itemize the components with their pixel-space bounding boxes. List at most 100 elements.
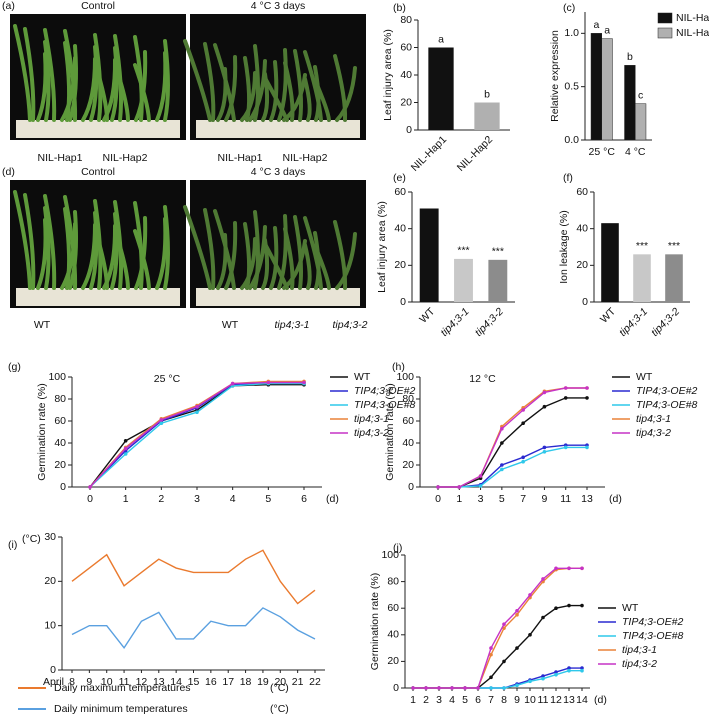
panel-label: (c): [563, 2, 575, 14]
annotation: a: [438, 33, 444, 45]
leaf: [333, 54, 348, 122]
y-tick-label: 1.0: [564, 27, 579, 39]
x-tick-label: tip4;3-1: [617, 306, 650, 339]
y-tick-label: 0.0: [564, 134, 579, 146]
x-tick-label: 10: [101, 676, 113, 688]
point: [457, 485, 462, 489]
panel-label: (a): [2, 0, 15, 12]
point: [521, 455, 525, 460]
legend-label: TIP4;3-OE#8: [354, 399, 415, 411]
leaf: [183, 205, 212, 290]
x-tick-label: 15: [188, 676, 200, 688]
point: [489, 686, 493, 690]
point: [500, 463, 504, 467]
series-line: [71, 549, 316, 605]
point: [515, 683, 519, 688]
point: [542, 404, 547, 409]
y-tick-label: 20: [44, 575, 56, 587]
y-tick-label: 60: [576, 186, 588, 198]
legend-label: NIL-Hap1: [676, 12, 709, 24]
panel-label: (f): [563, 172, 573, 184]
point: [515, 646, 519, 650]
leaf: [43, 40, 51, 122]
legend-label: NIL-Hap2: [676, 27, 709, 39]
chart-title: 12 °C: [469, 373, 496, 385]
y-tick-label: 40: [576, 222, 588, 234]
point: [563, 396, 568, 400]
y-tick-label: 80: [400, 14, 412, 26]
legend-label: TIP4;3-OE#2: [354, 385, 415, 397]
y-axis-label: Relative expression: [549, 30, 561, 122]
photo-label: NIL-Hap1: [218, 152, 263, 164]
leaf: [93, 227, 109, 290]
point: [585, 445, 589, 450]
x-tick-label: 8: [501, 694, 507, 706]
bar: [665, 254, 683, 302]
legend-label: WT: [354, 371, 371, 383]
leaf: [203, 42, 216, 122]
series-line: [438, 387, 587, 488]
point: [580, 603, 584, 608]
leaf: [240, 71, 257, 122]
legend-label: tip4;3-1: [622, 644, 657, 656]
leaf: [93, 61, 109, 122]
y-tick-label: 0: [408, 481, 414, 493]
photo-label: WT: [34, 319, 51, 331]
x-tick-label: 5: [265, 493, 271, 505]
legend-label: TIP4;3-OE#8: [636, 399, 697, 411]
x-tick-label: 22: [309, 676, 321, 688]
x-tick-label: tip4;3-2: [649, 305, 682, 338]
leaf: [23, 27, 36, 122]
panel-label: (j): [393, 542, 402, 554]
photo-title: 4 °C 3 days: [251, 0, 305, 12]
point: [476, 686, 480, 690]
leaf: [43, 194, 57, 290]
y-tick-label: 100: [381, 549, 399, 561]
y-tick-label: 60: [400, 41, 412, 53]
point: [159, 421, 164, 426]
point: [521, 408, 525, 412]
x-tick-label: 9: [542, 493, 548, 505]
y-tick-label: 80: [402, 393, 414, 405]
annotation: c: [638, 90, 643, 102]
bar: [454, 258, 473, 302]
x-tick-label: 9: [86, 676, 92, 688]
bar: [601, 223, 619, 302]
leaf: [224, 221, 238, 290]
leaf: [133, 229, 151, 290]
point: [266, 380, 271, 385]
x-tick-label: 5: [499, 493, 505, 505]
point: [554, 672, 558, 677]
annotation: b: [484, 88, 490, 100]
legend-label: tip4;3-2: [636, 427, 671, 439]
point: [478, 474, 483, 478]
x-tick-label: 4: [449, 694, 455, 706]
photo-label: tip4;3-2: [332, 319, 367, 331]
leaf: [240, 237, 257, 290]
bar: [624, 65, 636, 141]
y-axis-label: Germination rate (%): [36, 383, 48, 480]
point: [528, 633, 532, 637]
point: [580, 668, 584, 673]
y-axis-label: Germination rate (%): [369, 573, 381, 670]
x-unit: (d): [609, 493, 622, 505]
y-tick-label: 20: [394, 259, 406, 271]
point: [195, 404, 199, 409]
leaf: [303, 77, 312, 122]
x-tick-label: WT: [417, 305, 437, 325]
x-unit: (d): [594, 694, 607, 706]
panel-label: (h): [392, 361, 405, 373]
point: [502, 622, 506, 626]
leaf: [313, 231, 321, 290]
annotation: ***: [636, 240, 648, 252]
x-tick-label: 11: [538, 694, 549, 706]
point: [123, 446, 128, 451]
point: [567, 566, 571, 571]
photo-label: NIL-Hap2: [103, 152, 148, 164]
y-tick-label: 80: [387, 575, 399, 587]
leaf: [253, 210, 260, 290]
bar: [419, 208, 439, 302]
leaf: [134, 216, 148, 290]
y-axis-label: Leaf injury area (%): [382, 29, 394, 121]
legend-swatch: [657, 27, 673, 39]
